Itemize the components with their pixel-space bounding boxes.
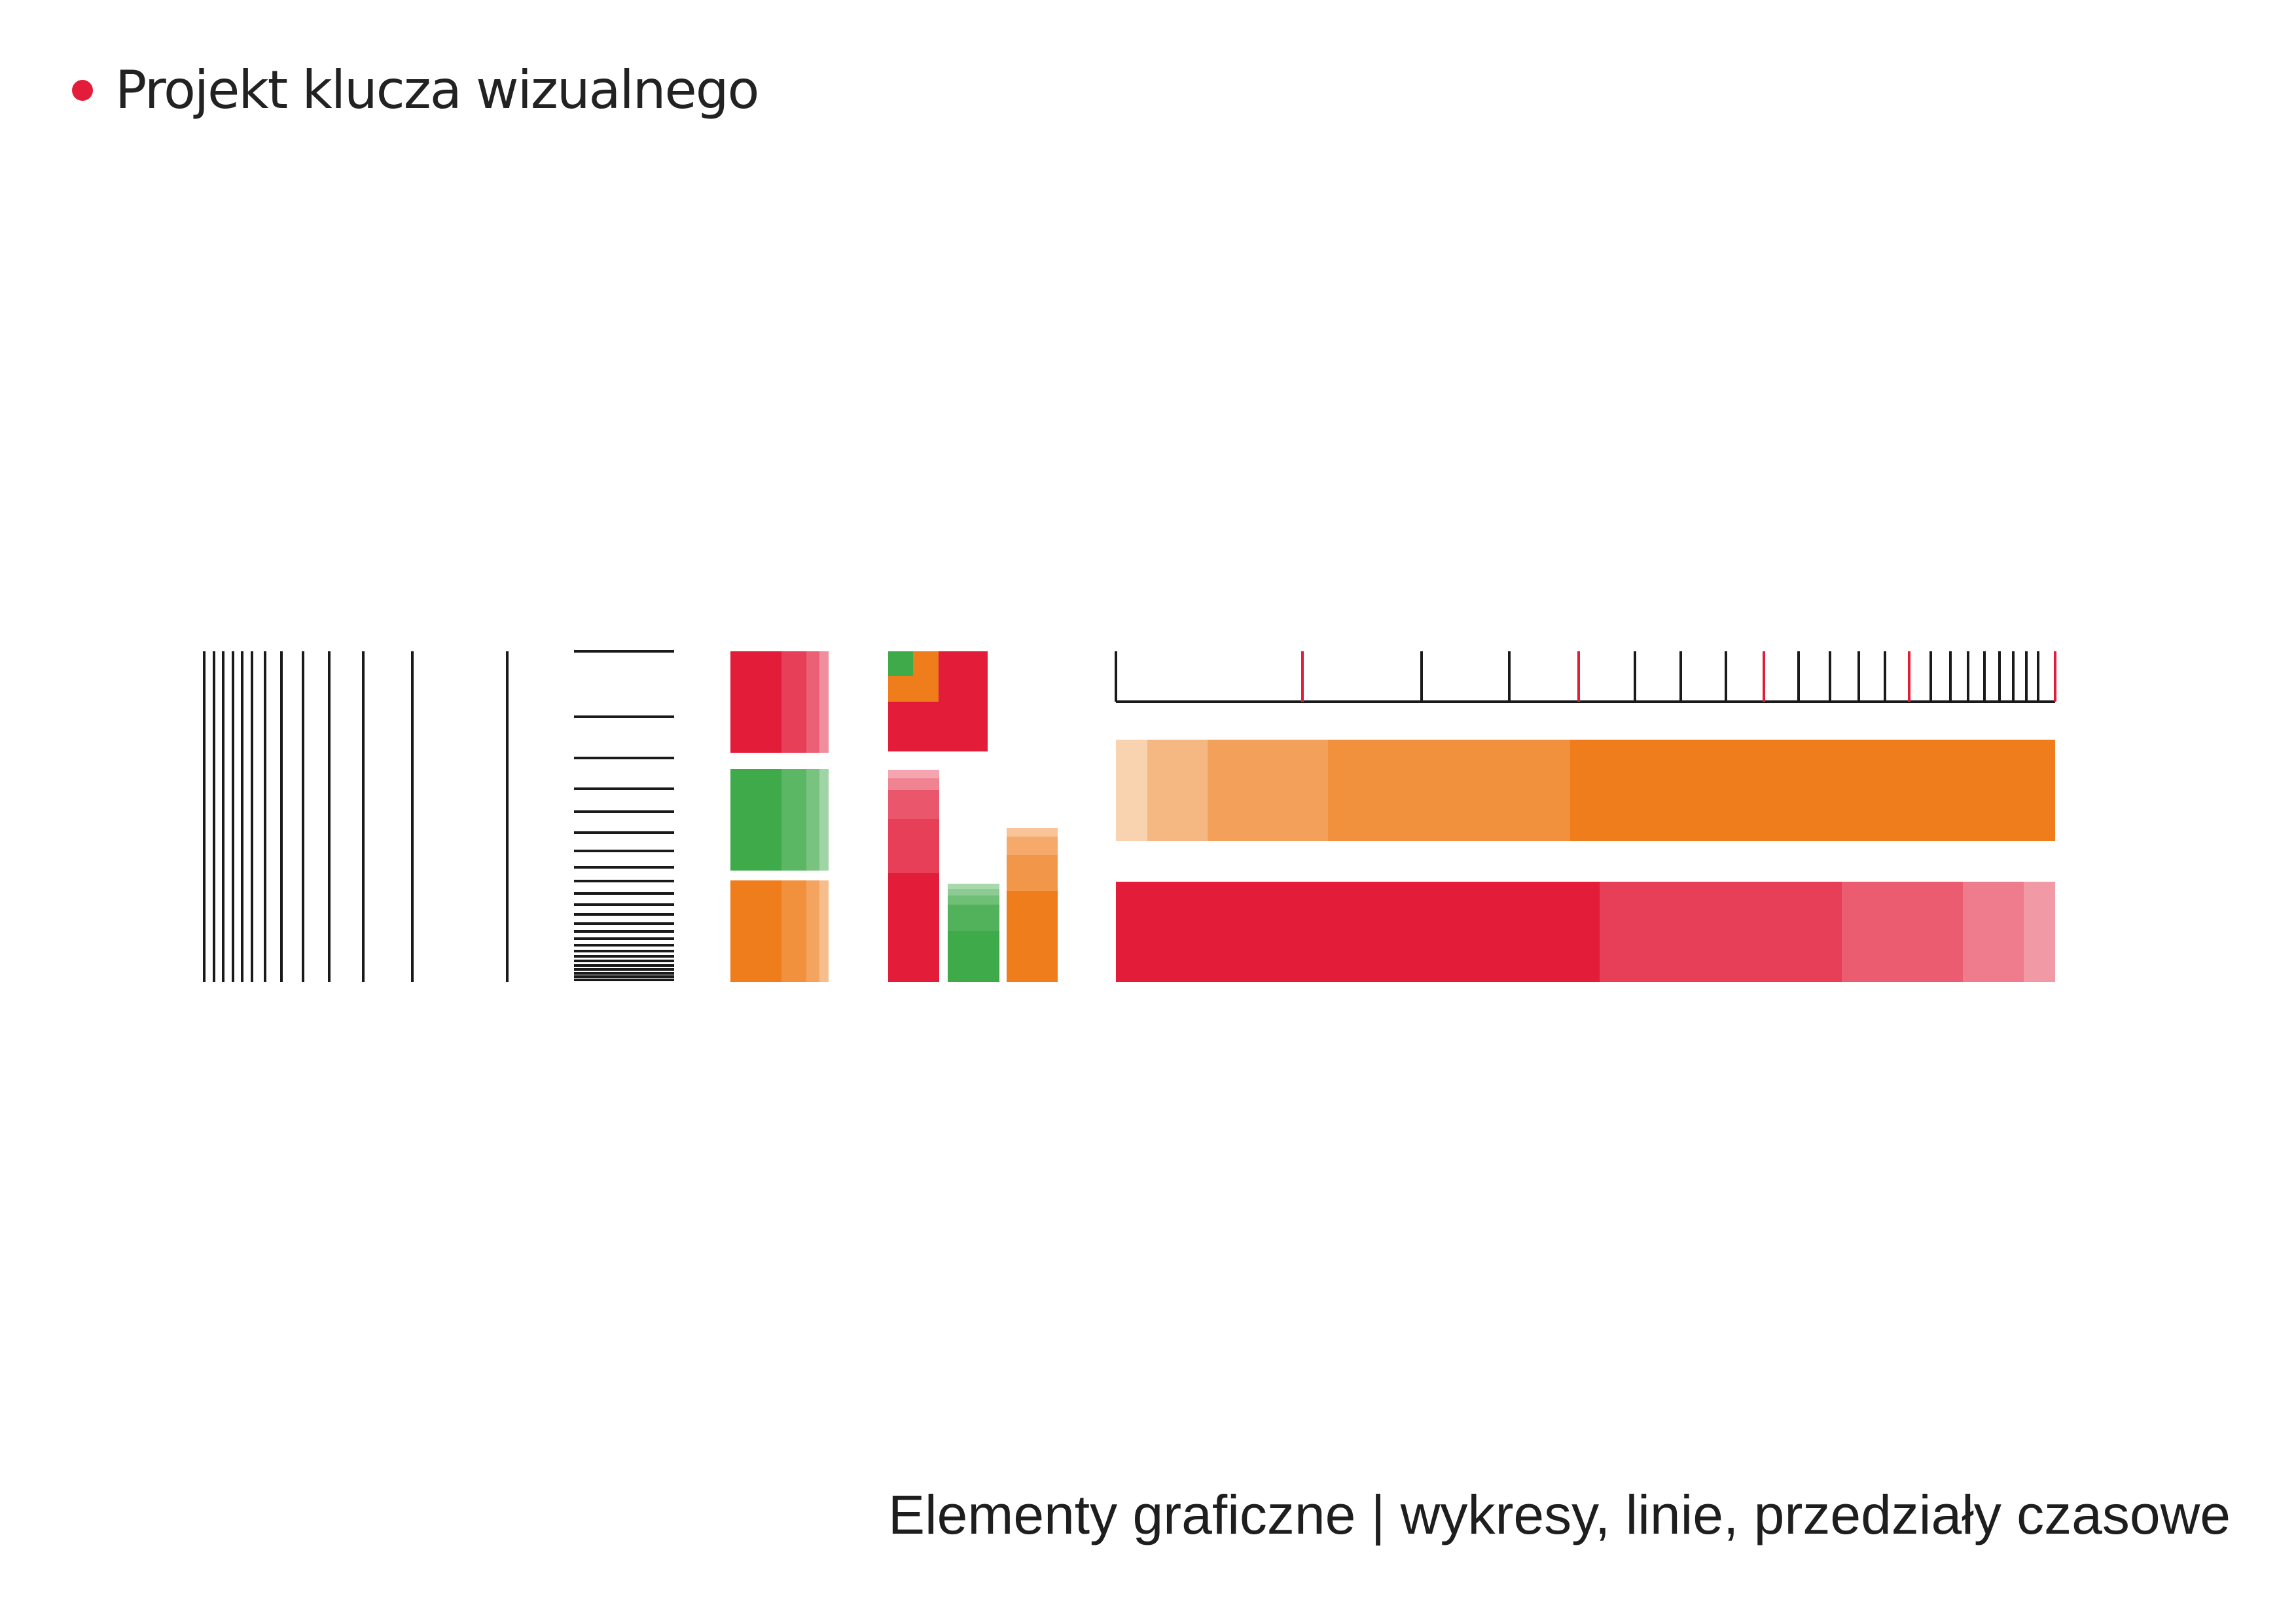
red-bar-segment (1963, 882, 2024, 982)
stacked-segment (948, 889, 999, 895)
nested-square-green (888, 651, 913, 676)
header: Projekt klucza wizualnego (72, 60, 759, 120)
swatch-cell (730, 769, 781, 871)
swatch-cell (819, 880, 829, 982)
red-bar-segment (1842, 882, 1963, 982)
red-bar-segment (1116, 882, 1600, 982)
page-title: Projekt klucza wizualnego (115, 60, 759, 120)
swatch-cell (806, 880, 819, 982)
swatch-cell (730, 651, 781, 753)
orange-bar-segment (1147, 740, 1208, 841)
vertical-lines-pattern-icon (203, 651, 509, 982)
stacked-segment (888, 819, 939, 873)
stacked-segment (888, 790, 939, 819)
red-bar-segment (1600, 882, 1842, 982)
orange-bar-segment (1328, 740, 1570, 841)
orange-bar-segment (1570, 740, 2055, 841)
stacked-segment (888, 873, 939, 982)
stacked-segment (948, 884, 999, 889)
swatch-cell (806, 651, 819, 753)
swatch-cell (819, 651, 829, 753)
stacked-bars-icon (888, 770, 1058, 982)
stacked-segment (888, 778, 939, 790)
timeline-scale-icon (1115, 651, 2056, 703)
swatch-cell (781, 651, 806, 753)
red-gradient-bar-icon (1116, 882, 2055, 982)
red-bar-segment (2024, 882, 2055, 982)
stacked-segment (1007, 828, 1058, 837)
stacked-segment (948, 895, 999, 905)
stacked-segment (1007, 837, 1058, 855)
swatch-cell (730, 880, 781, 982)
swatch-cell (806, 769, 819, 871)
stacked-segment (1007, 855, 1058, 891)
color-swatch-grid-icon (730, 651, 829, 982)
footer-caption: Elementy graficzne | wykresy, linie, prz… (888, 1484, 2231, 1545)
stacked-segment (948, 931, 999, 982)
horizontal-lines-pattern-icon (574, 650, 674, 981)
nested-squares-icon (888, 651, 988, 751)
swatch-cell (819, 769, 829, 871)
swatch-cell (781, 880, 806, 982)
orange-bar-segment (1208, 740, 1328, 841)
bullet-dot-icon (72, 80, 93, 101)
orange-bar-segment (1116, 740, 1147, 841)
stacked-segment (888, 770, 939, 778)
swatch-cell (781, 769, 806, 871)
stacked-segment (1007, 891, 1058, 982)
orange-gradient-bar-icon (1116, 740, 2055, 841)
stacked-segment (948, 905, 999, 931)
